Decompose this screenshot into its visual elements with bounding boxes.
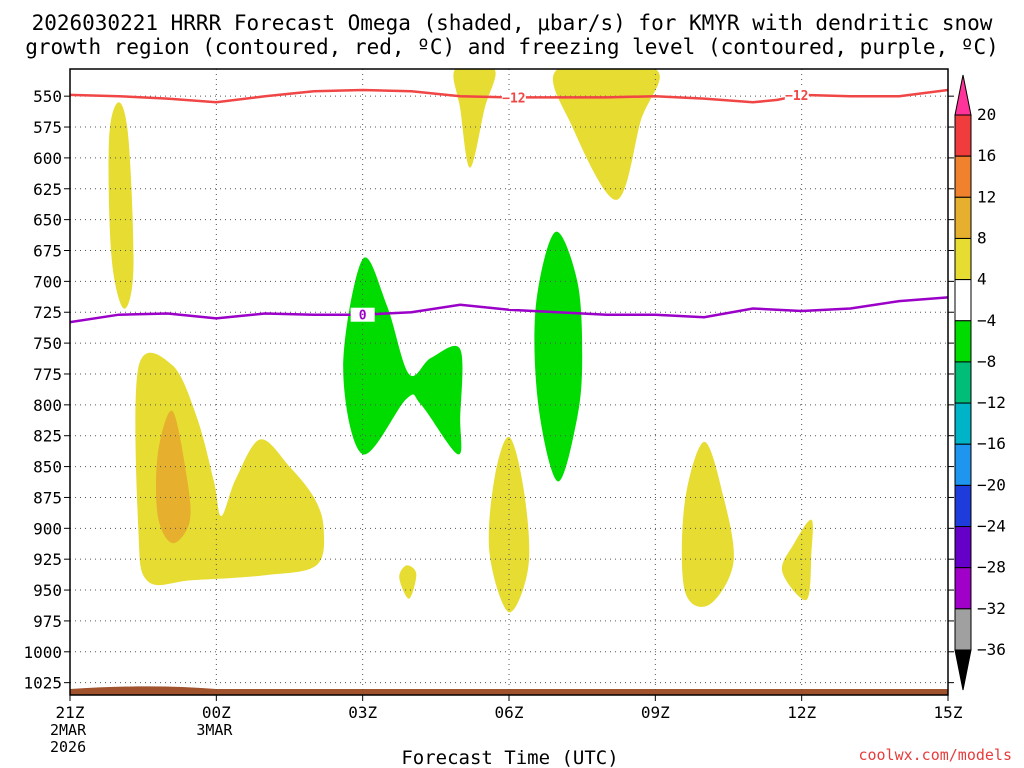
omega-region-downdraft-a [343, 257, 463, 455]
colorbar-bin-0 [954, 114, 972, 157]
colorbar-label-8: −16 [977, 434, 1006, 453]
colorbar-label-3: 8 [977, 228, 987, 247]
ground-surface [70, 686, 948, 695]
colorbar-label-7: −12 [977, 393, 1006, 412]
y-tick-label-625: 625 [33, 180, 62, 199]
colorbar-bin-12 [954, 608, 972, 651]
colorbar-label-13: −36 [977, 640, 1006, 659]
y-tick-label-975: 975 [33, 612, 62, 631]
x-tick-year-21Z: 2026 [50, 738, 86, 756]
colorbar-label-1: 16 [977, 146, 996, 165]
colorbar: 20 16 12 8 4 −4 −8 −12 −16 −20 −24 −28 −32 −36 [954, 74, 1006, 691]
colorbar-label-5: −4 [977, 311, 996, 330]
credit-link[interactable]: coolwx.com/models [858, 746, 1012, 764]
colorbar-bin-3 [954, 237, 972, 281]
y-tick-label-825: 825 [33, 427, 62, 446]
y-tick-label-675: 675 [33, 242, 62, 261]
colorbar-arrow-top [954, 74, 972, 116]
y-tick-label-725: 725 [33, 303, 62, 322]
chart-title-line2: growth region (contoured, red, ºC) and f… [25, 35, 999, 59]
x-tick-date-00Z: 3MAR [196, 721, 233, 739]
colorbar-bin-2 [954, 196, 972, 239]
y-tick-label-550: 550 [33, 87, 62, 106]
colorbar-label-9: −20 [977, 475, 1006, 494]
colorbar-bin-10 [954, 526, 972, 569]
x-axis-label: Forecast Time (UTC) [401, 747, 618, 768]
x-tick-label-15Z: 15Z [934, 703, 963, 722]
y-tick-label-1025: 1025 [23, 674, 62, 693]
dgz-label-a: −12 [502, 91, 525, 106]
colorbar-label-11: −28 [977, 558, 1006, 577]
colorbar-bin-1 [954, 155, 972, 198]
colorbar-bin-8 [954, 443, 972, 486]
x-tick-label-09Z: 09Z [641, 703, 670, 722]
omega-region-updraft-core [156, 410, 191, 544]
y-tick-label-900: 900 [33, 519, 62, 538]
colorbar-label-6: −8 [977, 352, 996, 371]
x-tick-label-06Z: 06Z [495, 703, 524, 722]
omega-region-updraft-top-b [552, 69, 660, 200]
omega-region-downdraft-b [534, 231, 583, 482]
colorbar-bin-11 [954, 567, 972, 610]
colorbar-bin-6 [954, 361, 972, 404]
freezing-level-label: 0 [359, 309, 367, 324]
dgz-label-b-bg [784, 87, 809, 102]
x-tick-label-00Z: 00Z [202, 703, 231, 722]
colorbar-bin-7 [954, 402, 972, 445]
omega-region-updraft-mid-left [108, 102, 134, 309]
omega-region-updraft-small-1 [399, 565, 417, 599]
y-tick-label-800: 800 [33, 396, 62, 415]
dgz-label-b: −12 [785, 89, 808, 104]
omega-region-updraft-top-a [453, 69, 496, 168]
x-tick-date-21Z: 2MAR [50, 721, 87, 739]
chart-title-line1: 2026030221 HRRR Forecast Omega (shaded, … [32, 11, 993, 35]
colorbar-label-12: −32 [977, 599, 1006, 618]
y-tick-label-700: 700 [33, 272, 62, 291]
colorbar-arrow-bottom [954, 649, 972, 691]
y-tick-label-650: 650 [33, 211, 62, 230]
y-tick-label-1000: 1000 [23, 643, 62, 662]
colorbar-bin-5 [954, 320, 972, 363]
y-tick-label-575: 575 [33, 118, 62, 137]
y-tick-label-925: 925 [33, 550, 62, 569]
y-tick-label-875: 875 [33, 488, 62, 507]
colorbar-label-4: 4 [977, 270, 987, 289]
x-tick-label-03Z: 03Z [348, 703, 377, 722]
y-tick-label-750: 750 [33, 334, 62, 353]
y-tick-label-600: 600 [33, 149, 62, 168]
y-tick-label-775: 775 [33, 365, 62, 384]
freezing-level-label-bg [350, 307, 375, 322]
colorbar-label-0: 20 [977, 105, 996, 124]
omega-region-updraft-small-3 [681, 441, 734, 607]
colorbar-label-10: −24 [977, 517, 1006, 536]
y-tick-label-950: 950 [33, 581, 62, 600]
x-tick-label-21Z: 21Z [56, 703, 85, 722]
y-tick-label-850: 850 [33, 458, 62, 477]
colorbar-bin-9 [954, 484, 972, 528]
x-tick-label-12Z: 12Z [787, 703, 816, 722]
colorbar-label-2: 12 [977, 187, 996, 206]
omega-region-updraft-small-4 [781, 519, 813, 601]
y-axis: 550 575 600 625 650 675 700 725 750 775 800 825 850 8… [23, 87, 954, 693]
dgz-label-a-bg [501, 90, 526, 105]
freezing-level-line [70, 296, 948, 324]
plot-area: 0 −12 −12 550 575 600 625 650 675 700 725 750 775 800… [23, 68, 963, 756]
colorbar-bin-4 [954, 279, 972, 322]
